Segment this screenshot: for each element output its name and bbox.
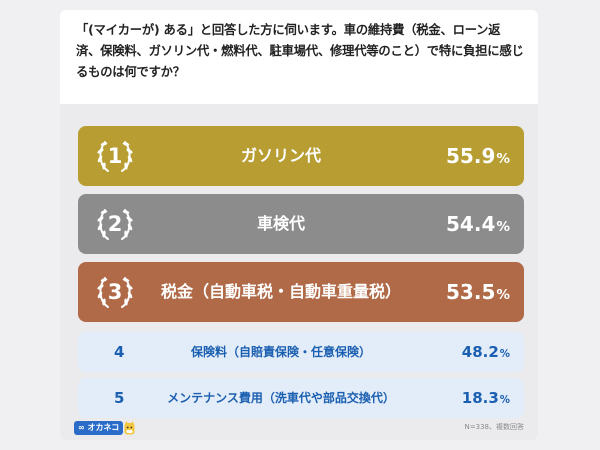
laurel-icon [97, 209, 133, 240]
value-number: 55.9 [446, 144, 496, 168]
item-value: 18.3% [462, 378, 510, 418]
rank-number: 5 [114, 389, 125, 407]
value-number: 48.2 [461, 343, 499, 361]
survey-card: 「(マイカーが) ある」と回答した方に伺います。車の維持費（税金、ローン返済、保… [60, 10, 538, 440]
item-value: 48.2% [462, 332, 510, 372]
item-value: 53.5% [446, 262, 510, 322]
logo-text: ∞ オカネコ [74, 421, 124, 435]
item-label: 車検代 [256, 214, 305, 233]
rank-number: 1 [107, 144, 123, 168]
item-value: 54.4% [446, 194, 510, 254]
mascot-icon [124, 421, 135, 435]
rank-number: 3 [107, 280, 123, 304]
question-text: 「(マイカーが) ある」と回答した方に伺います。車の維持費（税金、ローン返済、保… [76, 23, 524, 79]
item-label: ガソリン代 [240, 146, 321, 165]
laurel-icon [97, 277, 133, 308]
okaneko-logo: ∞ オカネコ [74, 421, 135, 435]
item-label: 税金（自動車税・自動車重量税） [160, 282, 401, 301]
value-number: 54.4 [446, 212, 496, 236]
value-unit: % [499, 349, 510, 360]
value-unit: % [496, 287, 510, 303]
item-value: 55.9% [446, 126, 510, 186]
ranking-row-3: 3 税金（自動車税・自動車重量税） 53.5% [78, 262, 524, 322]
value-unit: % [499, 395, 510, 406]
ranking-row-2: 2 車検代 54.4% [78, 194, 524, 254]
value-number: 53.5 [446, 280, 496, 304]
ranking-panel: 1 ガソリン代 55.9% [60, 104, 538, 440]
item-label: 保険料（自賠責保険・任意保険） [190, 345, 371, 359]
value-unit: % [496, 219, 510, 235]
ranking-row-5: 5 メンテナンス費用（洗車代や部品交換代） 18.3% [78, 378, 524, 418]
laurel-icon [97, 141, 133, 172]
ranking-row-4: 4 保険料（自賠責保険・任意保険） 48.2% [78, 332, 524, 372]
rank-number: 4 [114, 343, 125, 361]
value-unit: % [496, 151, 510, 167]
ranking-row-1: 1 ガソリン代 55.9% [78, 126, 524, 186]
rank-number: 2 [107, 212, 123, 236]
item-label: メンテナンス費用（洗車代や部品交換代） [167, 391, 395, 405]
sample-note: N=338、複数回答 [464, 423, 524, 431]
value-number: 18.3 [461, 389, 499, 407]
